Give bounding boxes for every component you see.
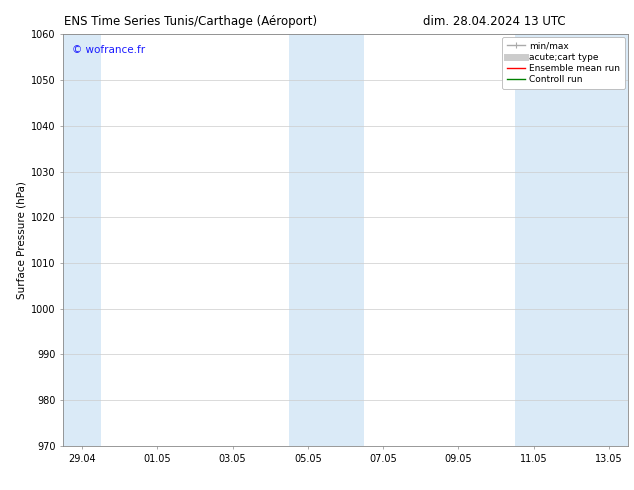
Bar [515,34,628,446]
Legend: min/max, acute;cart type, Ensemble mean run, Controll run: min/max, acute;cart type, Ensemble mean … [502,37,625,89]
Text: © wofrance.fr: © wofrance.fr [72,45,145,54]
Bar [289,34,365,446]
Y-axis label: Surface Pressure (hPa): Surface Pressure (hPa) [17,181,27,299]
Bar [63,34,101,446]
Text: dim. 28.04.2024 13 UTC: dim. 28.04.2024 13 UTC [424,15,566,28]
Text: ENS Time Series Tunis/Carthage (Aéroport): ENS Time Series Tunis/Carthage (Aéroport… [63,15,317,28]
